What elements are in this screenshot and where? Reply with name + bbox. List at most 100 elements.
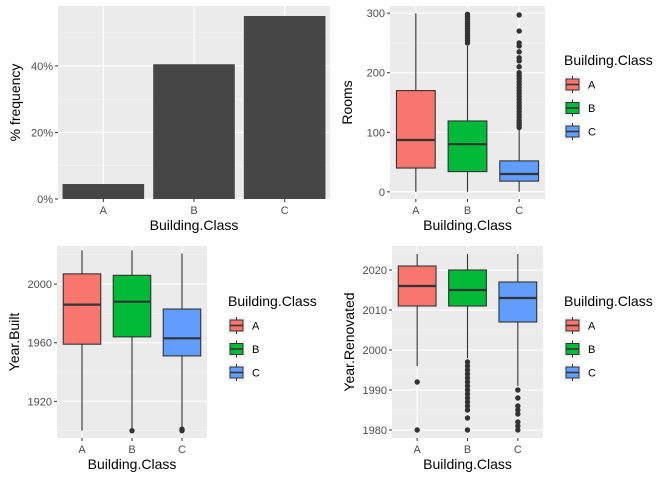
bar-C — [243, 15, 326, 200]
x-tick-label: B — [464, 444, 471, 456]
legend-title: Building.Class — [228, 293, 317, 309]
outlier-C — [516, 70, 522, 76]
outlier-C — [516, 55, 522, 61]
legend-title: Building.Class — [564, 52, 653, 68]
y-tick-label: 200 — [367, 68, 385, 80]
y-tick-label: 1990 — [363, 385, 387, 397]
x-tick-label: B — [190, 205, 197, 217]
y-tick-label: 2020 — [363, 265, 387, 277]
outlier-C — [516, 49, 522, 55]
box-C — [162, 308, 202, 357]
bar-A — [62, 184, 145, 199]
legend-label: B — [588, 344, 595, 356]
box-A — [62, 273, 102, 345]
y-tick-label: 1920 — [28, 396, 52, 408]
legend-label: A — [588, 321, 596, 333]
outlier-B — [464, 403, 471, 409]
outlier-C — [516, 12, 522, 18]
y-tick-label: 0 — [379, 187, 385, 199]
outlier-C — [515, 407, 521, 413]
x-tick-label: C — [281, 205, 289, 217]
outlier-A — [414, 427, 420, 433]
y-axis-title: Rooms — [339, 80, 355, 124]
y-axis-title: % frequency — [7, 64, 23, 142]
y-tick-label: 2000 — [28, 279, 52, 291]
y-tick-label: 0% — [37, 194, 53, 206]
outlier-B — [464, 427, 471, 433]
y-tick-label: 40% — [31, 61, 53, 73]
y-tick-label: 1960 — [28, 338, 52, 350]
legend-label: C — [588, 368, 596, 380]
outlier-C — [516, 28, 522, 34]
legend: Building.Class ABC — [564, 52, 653, 140]
x-tick-label: C — [515, 205, 523, 217]
outlier-B — [464, 415, 471, 421]
outlier-B — [129, 427, 135, 434]
bar-B — [153, 64, 235, 199]
outlier-B — [464, 407, 471, 413]
y-tick-label: 100 — [367, 127, 385, 139]
outlier-A — [414, 379, 420, 385]
outlier-C — [516, 64, 522, 70]
legend-label: B — [588, 103, 595, 115]
x-tick-label: A — [412, 205, 420, 217]
y-tick-label: 2010 — [363, 305, 387, 317]
y-tick-label: 2000 — [363, 345, 387, 357]
outlier-C — [515, 395, 521, 401]
legend: Building.Class ABC — [564, 293, 653, 381]
box-A — [395, 90, 436, 169]
outlier-C — [515, 403, 521, 409]
outlier-C — [515, 423, 521, 429]
box-B — [448, 269, 487, 307]
legend-label: C — [252, 368, 260, 380]
outlier-B — [464, 399, 471, 405]
box-C — [498, 281, 538, 323]
x-tick-label: C — [178, 444, 186, 456]
panel-1: 0% 20% 40% A B C Building.Class % frequency — [7, 6, 330, 233]
y-tick-label: 1980 — [363, 425, 387, 437]
outlier-C — [179, 426, 185, 432]
y-axis-title: Year.Built — [6, 313, 22, 372]
legend-title: Building.Class — [564, 293, 653, 309]
outlier-B — [464, 375, 471, 381]
legend-label: A — [588, 80, 596, 92]
x-axis-title: Building.Class — [150, 217, 239, 233]
y-axis-title: Year.Renovated — [341, 292, 357, 391]
x-tick-label: A — [100, 205, 108, 217]
outlier-C — [515, 427, 521, 433]
outlier-B — [464, 387, 471, 393]
outlier-C — [515, 411, 521, 417]
x-axis-title: Building.Class — [423, 456, 512, 472]
x-tick-label: B — [128, 444, 135, 456]
outlier-C — [515, 419, 521, 425]
outlier-B — [464, 11, 471, 18]
outlier-B — [464, 395, 471, 401]
box-B — [447, 120, 488, 173]
outlier-B — [464, 383, 471, 389]
box-C — [499, 160, 540, 182]
legend-label: A — [252, 321, 260, 333]
outlier-B — [464, 367, 471, 373]
x-tick-label: A — [413, 444, 421, 456]
outlier-B — [464, 379, 471, 385]
legend-label: B — [252, 344, 259, 356]
y-tick-label: 300 — [367, 8, 385, 20]
x-axis-title: Building.Class — [88, 456, 177, 472]
y-tick-label: 20% — [31, 127, 53, 139]
box-B — [112, 274, 152, 338]
x-tick-label: A — [78, 444, 86, 456]
outlier-B — [464, 371, 471, 377]
x-axis-title: Building.Class — [423, 217, 512, 233]
outlier-B — [464, 391, 471, 397]
x-tick-label: C — [514, 444, 522, 456]
legend: Building.Class ABC — [228, 293, 317, 381]
outlier-B — [464, 359, 471, 365]
x-tick-label: B — [464, 205, 471, 217]
outlier-C — [516, 40, 522, 46]
outlier-B — [464, 363, 471, 369]
outlier-C — [515, 387, 521, 393]
